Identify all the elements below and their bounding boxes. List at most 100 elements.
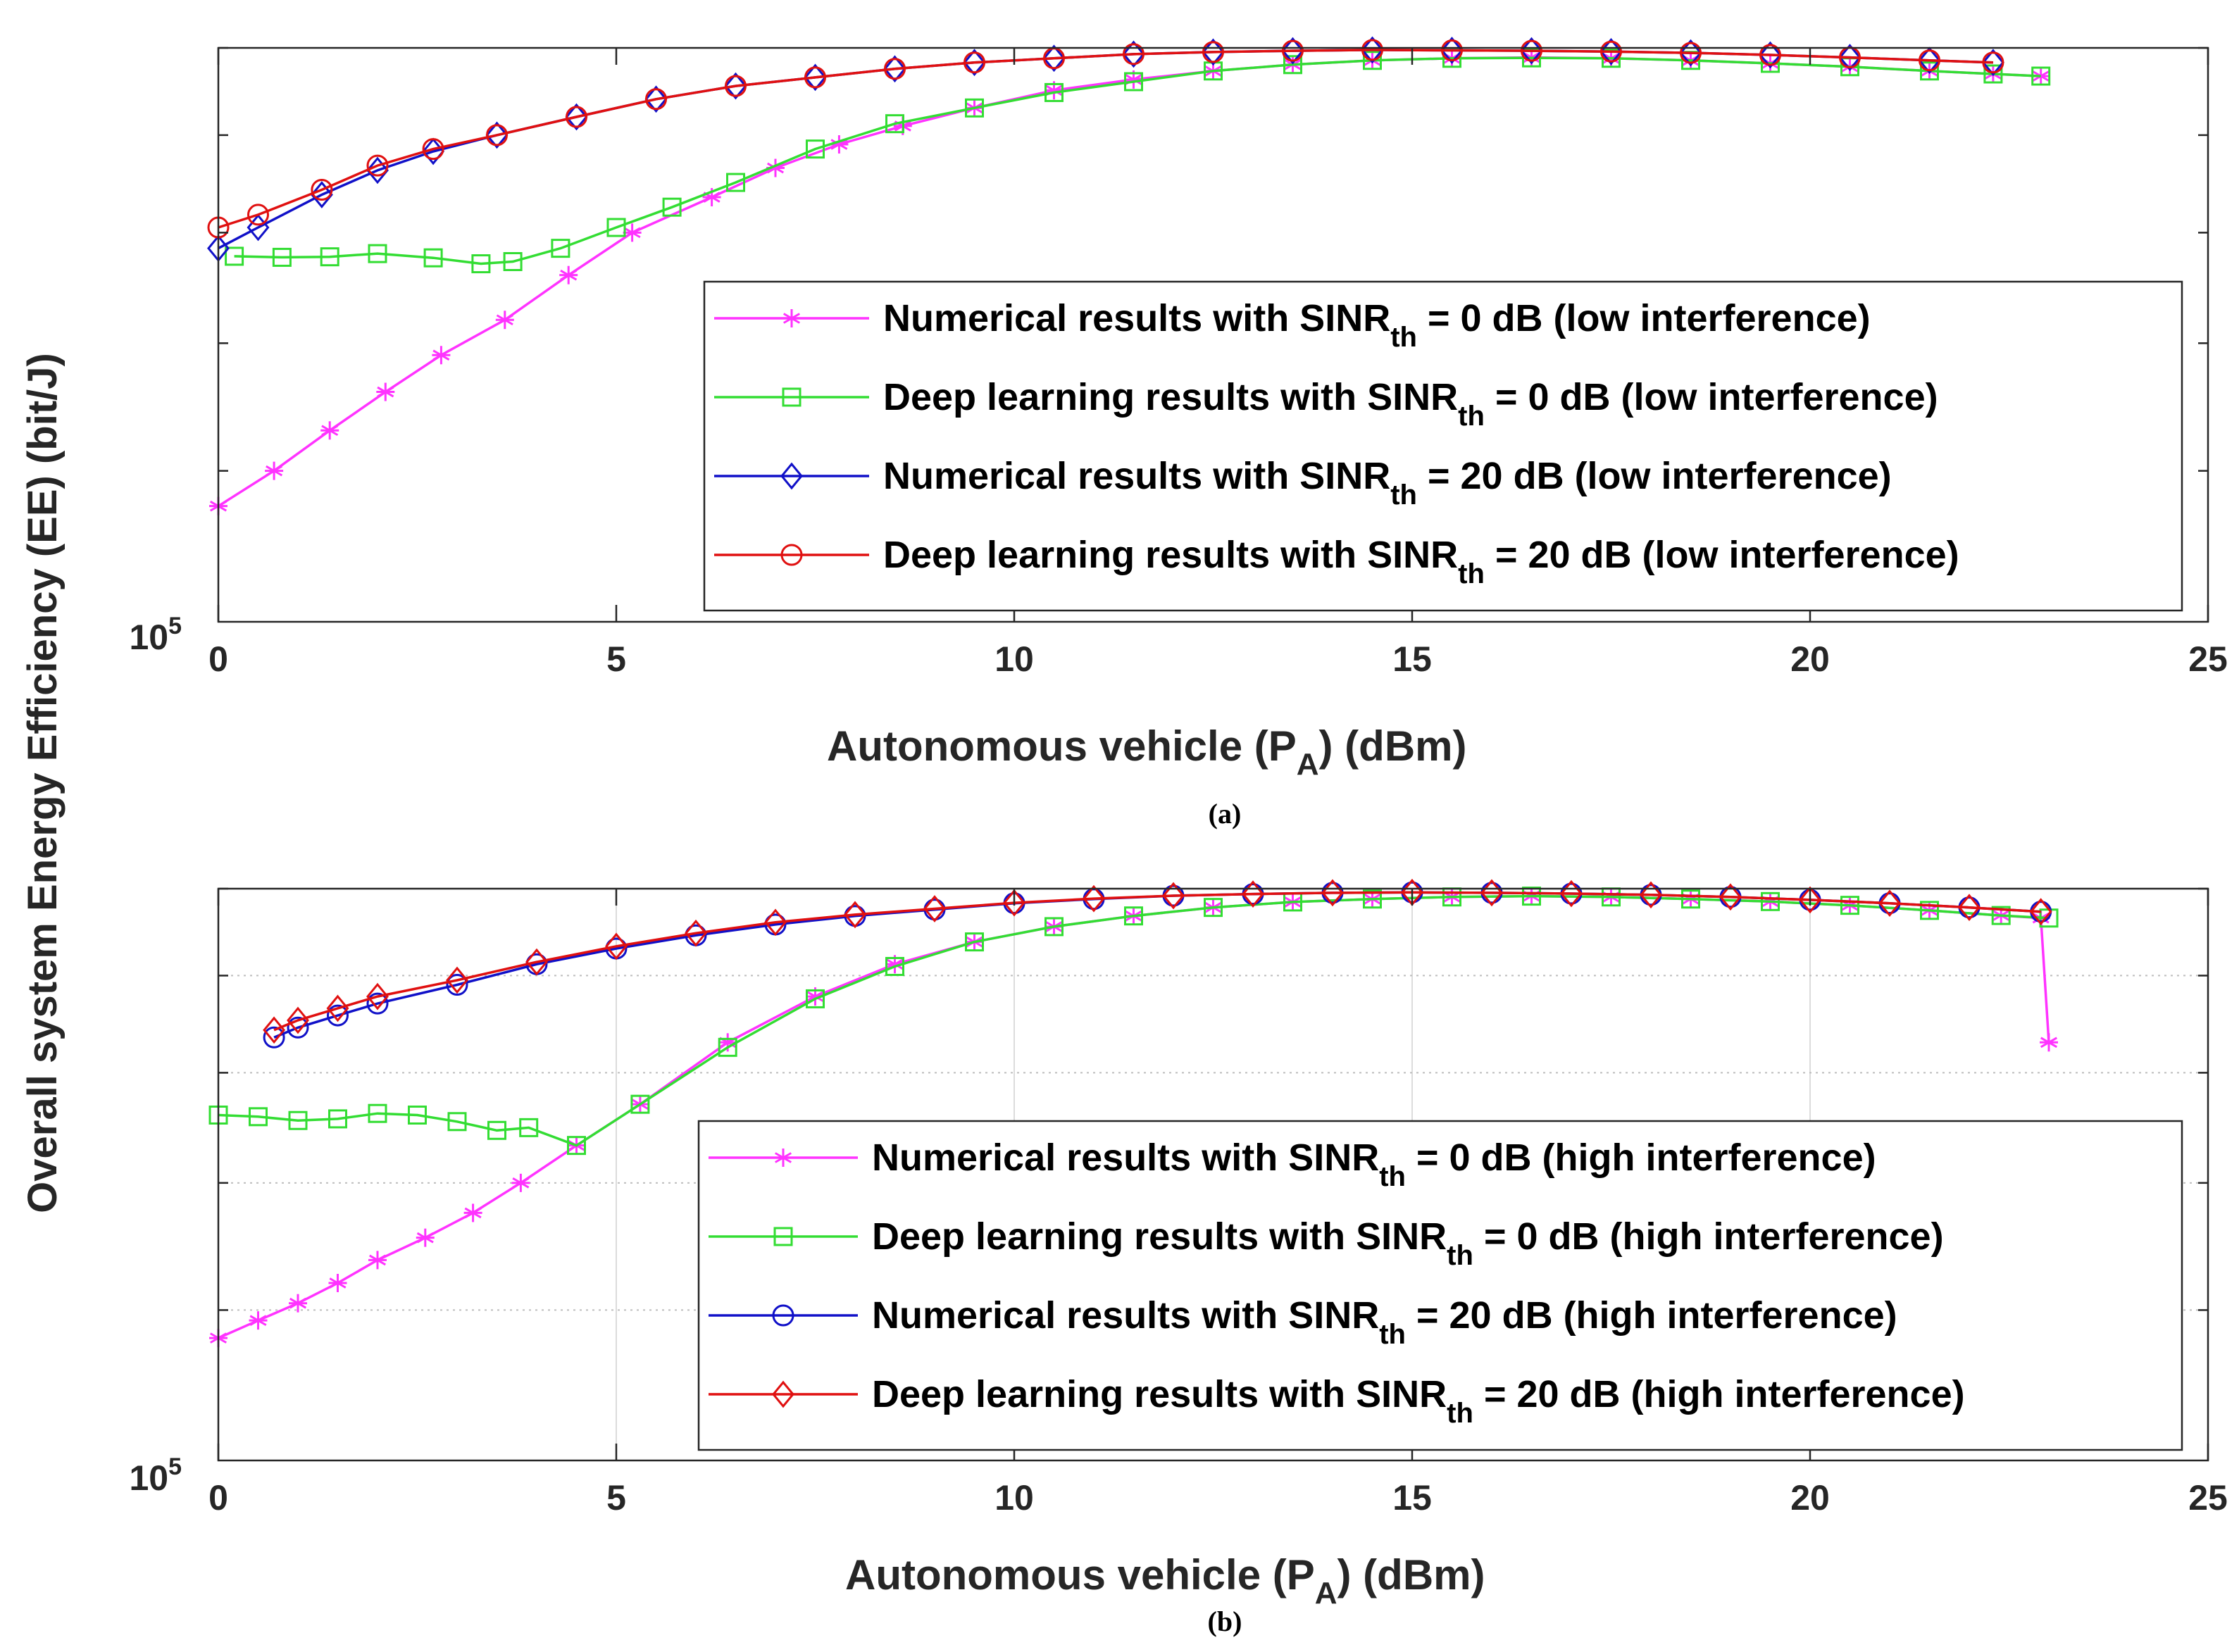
panel-b-ytick-exponent: 105 [129,1453,182,1498]
panel-b-series-1-point-11 [718,1037,737,1057]
panel-b-series-1-point-4 [368,1103,387,1123]
panel-b-series [208,878,2059,1348]
panel-a-xtick-label-5: 25 [2188,639,2228,679]
panel-a-series-3-point-7 [645,88,667,111]
panel-a-series-1-point-27 [2031,66,2051,86]
panel-a-series-2-point-17 [1440,37,1464,64]
panel-a-series-2-point-21 [1759,41,1782,69]
panel-a-legend-label-2: Numerical results with SINRth = 20 dB (l… [883,455,1892,511]
panel-a-series-3-point-24 [1982,51,2004,74]
panel-a-legend-label-3: Deep learning results with SINRth = 20 d… [883,534,1959,589]
panel-a-legend-label-0: Numerical results with SINRth = 0 dB (lo… [883,297,1871,353]
panel-b-series-1-point-7 [487,1120,506,1140]
panel-b-series-3-point-4 [446,966,468,994]
panel-b-series-1-point-19 [1363,889,1382,909]
panel-a-xtick-label-3: 15 [1392,639,1432,679]
panel-a-series-2-point-12 [1042,44,1066,73]
panel-a-series-2-point-22 [1838,44,1861,71]
panel-b-series-3-point-3 [366,982,389,1010]
panel-b-series-0-point-2 [289,1294,307,1313]
panel-b-legend-label-1: Deep learning results with SINRth = 0 dB… [872,1215,1944,1271]
panel-b-series-1-point-12 [806,989,825,1008]
panel-a-series-2-point-20 [1679,39,1702,67]
panel-a-legend-entries: Numerical results with SINRth = 0 dB (lo… [714,297,1959,589]
panel-b-xlabel-post: ) (dBm) [1337,1551,1485,1598]
panel-a-series-3 [207,39,2004,239]
panel-b-series-0-point-5 [416,1228,435,1247]
panel-a-xlabel-post: ) (dBm) [1319,722,1467,770]
panel-a-series-2-point-15 [1281,37,1304,65]
panel-a-series-3-line [218,49,1993,229]
panel-b-xtick-label-3: 15 [1392,1478,1432,1518]
panel-b-series-3-point-7 [685,919,707,947]
panel-a-series-3-point-2 [311,179,333,201]
panel-b-series-3-point-12 [1083,884,1105,913]
panel-b-series-3-point-14 [1242,880,1264,908]
panel-b-xlabel-sub: A [1315,1576,1337,1610]
panel-a-xlabel-pre: Autonomous vehicle (P [827,722,1297,770]
panel-b-series-1-point-15 [1044,917,1064,937]
panel-b-x-axis-label: Autonomous vehicle (PA) (dBm) [845,1551,1485,1610]
panel-a-legend: Numerical results with SINRth = 0 dB (lo… [703,280,2183,612]
panel-a-series-2-point-23 [1918,46,1941,75]
panel-b-series-3-point-13 [1162,882,1185,910]
panel-a-ytick-exponent: 105 [129,613,182,657]
panel-a-series-2-point-7 [644,85,668,113]
panel-a-xlabel-sub: A [1297,747,1319,782]
panel-b-series-0-point-4 [368,1251,387,1270]
panel-a-series-3-point-21 [1759,44,1781,66]
panel-a-ticks: 0 5 10 15 20 25 [208,46,2228,679]
panel-b-ytick-base: 10 [129,1458,168,1498]
panel-b-series-1-line [218,894,2050,1147]
panel-a-series-0-point-7 [623,223,642,242]
panel-b-series-3-point-19 [1640,881,1662,909]
panel-a-xtick-label-2: 10 [994,639,1034,679]
panel-b-xtick-label-1: 5 [606,1478,626,1518]
panel-a-series-1-point-1 [272,247,292,267]
panel-a-series-0-point-1 [265,461,284,480]
panel-a-series-3-point-3 [366,154,389,177]
panel-a-x-axis-label: Autonomous vehicle (PA) (dBm) [827,722,1466,782]
panel-a-series-1-point-10 [726,173,745,192]
panel-b-series-3-point-24 [2029,898,2052,926]
panel-b-series-3-point-10 [923,895,946,922]
panel-a-series-1-point-15 [1124,72,1143,92]
panel-a-xtick-label-1: 5 [606,639,626,679]
panel-b-series-1-point-2 [288,1110,308,1130]
panel-b-axes-box [217,887,2209,1462]
panel-a-series-0-point-6 [559,265,578,284]
panel-a-series-1-point-5 [471,254,491,274]
panel-b-series-1-point-21 [1522,887,1541,906]
panel-b-series-3-point-1 [287,1006,309,1034]
panel-b-series-3-point-18 [1560,880,1583,908]
panel-a-series-3-point-16 [1361,39,1383,61]
panel-b-series-3-point-2 [326,994,349,1022]
panel-b-series-1-point-23 [1681,889,1700,909]
panel-b-series-3-line [273,891,2041,1032]
panel-a-series-0-point-9 [766,158,785,177]
panel-b-series-2-point-1 [287,1016,309,1039]
panel-b-series-1-point-9 [567,1136,586,1156]
panel-a-legend-marker-1 [782,387,802,407]
panel-a-xtick-label-0: 0 [208,639,228,679]
panel-a-series-1-point-20 [1522,48,1541,68]
panel-b-xtick-label-2: 10 [994,1478,1034,1518]
panel-b-series-2-point-0 [263,1026,285,1049]
panel-b-legend-marker-1 [773,1227,793,1246]
panel-b-legend-label-3: Deep learning results with SINRth = 20 d… [872,1373,1965,1429]
panel-a-series-1-point-18 [1363,51,1382,70]
panel-a-legend-box [703,280,2183,612]
panel-a-series-2-point-18 [1520,37,1543,65]
panel-b-ticks: 0 5 10 15 20 25 [208,887,2228,1518]
panel-a-series-1-point-2 [320,247,339,267]
panel-b-xtick-label-4: 20 [1790,1478,1830,1518]
panel-a-legend-marker-3 [780,544,803,566]
panel-a-series [207,36,2051,515]
panel-a-series-1-point-14 [1044,82,1064,102]
panel-b-series-3-point-20 [1719,883,1742,911]
panel-a-series-1-point-0 [225,246,244,266]
panel-b-xtick-label-0: 0 [208,1478,228,1518]
panel-b-series-1-point-5 [408,1105,427,1125]
panel-b-series-1-point-17 [1204,898,1223,918]
